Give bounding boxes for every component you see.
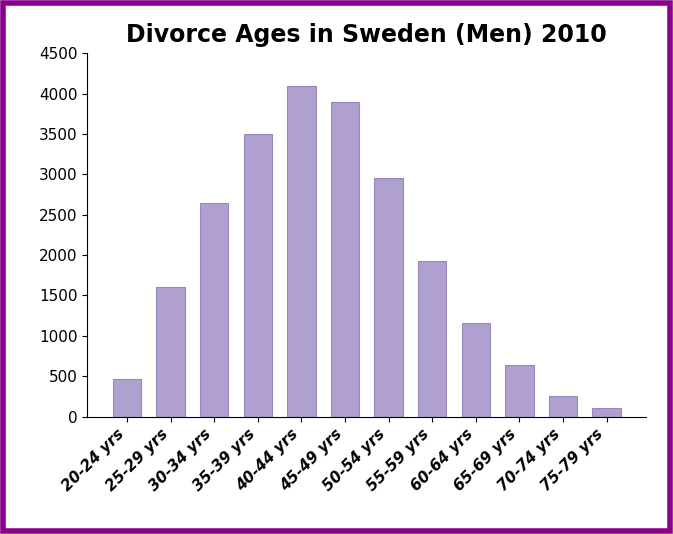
Bar — [592, 409, 621, 417]
Bar — [418, 261, 446, 417]
Bar — [287, 85, 316, 417]
Bar — [462, 323, 490, 417]
Bar — [156, 287, 185, 417]
Bar — [113, 379, 141, 417]
Title: Divorce Ages in Sweden (Men) 2010: Divorce Ages in Sweden (Men) 2010 — [127, 23, 607, 48]
Bar — [505, 365, 534, 417]
Bar — [374, 178, 402, 417]
Bar — [548, 396, 577, 417]
Bar — [200, 203, 228, 417]
Bar — [244, 134, 272, 417]
Bar — [331, 102, 359, 417]
